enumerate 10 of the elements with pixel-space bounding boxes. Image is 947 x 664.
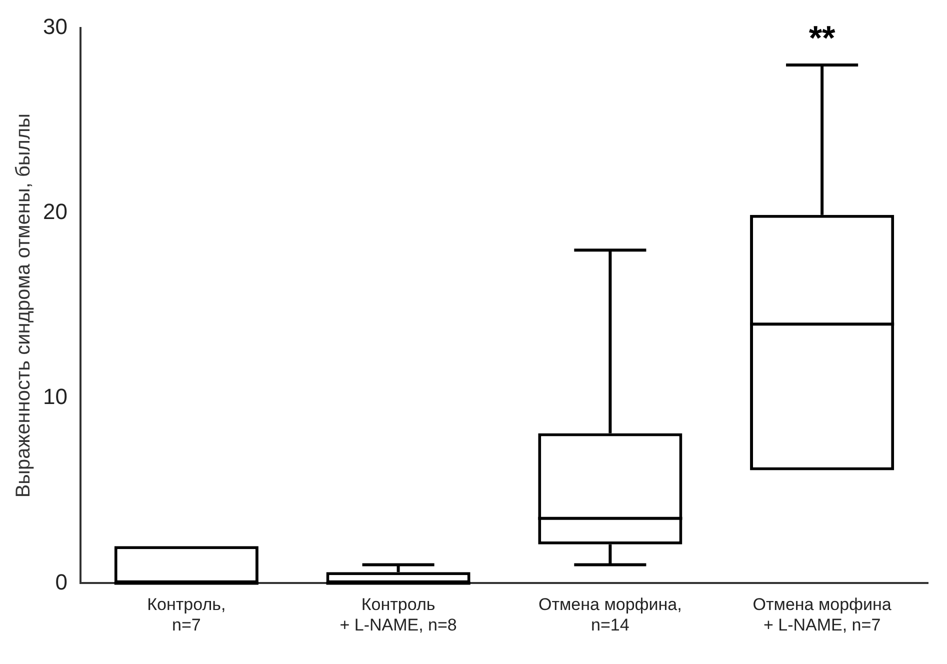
y-tick-label: 10	[42, 384, 68, 410]
x-tick-label: Отмена морфина, n=14	[538, 595, 682, 634]
x-tick-label: Отмена морфина + L-NAME, n=7	[752, 595, 892, 634]
y-tick-label: 30	[42, 14, 68, 40]
annotation: **	[808, 19, 836, 58]
y-tick-label: 0	[55, 569, 68, 594]
x-tick-label: Контроль + L-NAME, n=8	[340, 595, 457, 634]
y-axis-title: Выраженность синдрома отмены, быллы	[12, 114, 35, 498]
x-tick-label: Контроль, n=7	[147, 595, 226, 634]
y-tick-label: 20	[42, 199, 68, 224]
